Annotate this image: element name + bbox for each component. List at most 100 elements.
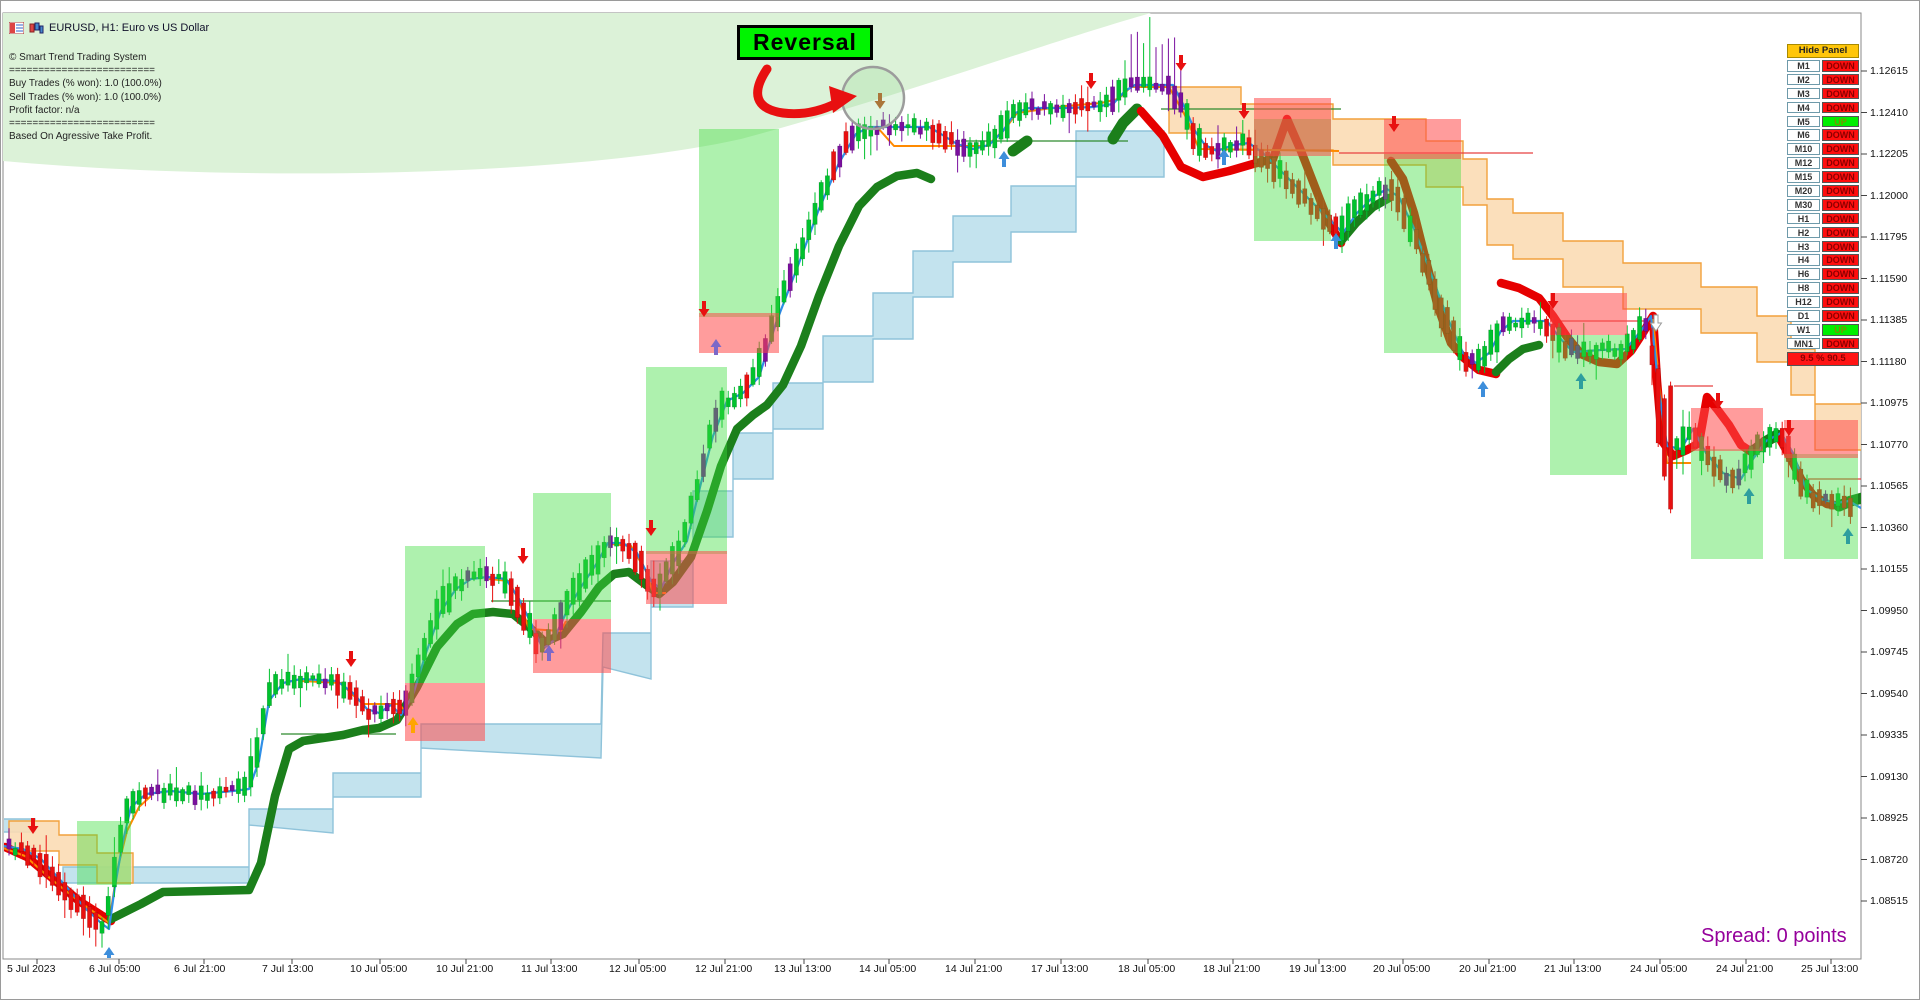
time-axis-label: 14 Jul 21:00 [945, 963, 1003, 975]
timeframe-label-button[interactable]: M6 [1787, 129, 1820, 142]
trend-state-badge[interactable]: UP [1822, 115, 1859, 128]
timeframe-row: M6 DOWN [1787, 129, 1859, 142]
timeframe-label-button[interactable]: H1 [1787, 212, 1820, 225]
timeframe-label-button[interactable]: M20 [1787, 185, 1820, 197]
timeframe-label-button[interactable]: M15 [1787, 171, 1820, 183]
reversal-pointer-arrow [753, 64, 842, 119]
price-axis-label: 1.12410 [1870, 106, 1908, 119]
trend-state-badge[interactable]: DOWN [1822, 73, 1859, 86]
trend-state-badge[interactable]: DOWN [1822, 282, 1859, 294]
profit-zone [699, 129, 779, 317]
timeframe-label-button[interactable]: M3 [1787, 87, 1820, 100]
sell-signal-arrow-icon [1547, 293, 1559, 309]
timeframe-row: M4 DOWN [1787, 101, 1859, 114]
buy-signal-arrow-icon [543, 645, 555, 661]
strategy-info-panel: © Smart Trend Trading System ============… [9, 51, 162, 143]
time-axis-label: 24 Jul 05:00 [1630, 963, 1688, 975]
timeframe-label-button[interactable]: M12 [1787, 157, 1820, 169]
spread-label: Spread: 0 points [1701, 925, 1847, 947]
time-axis-label: 20 Jul 21:00 [1459, 963, 1517, 975]
price-axis-label: 1.10360 [1870, 521, 1908, 534]
time-axis-label: 10 Jul 05:00 [350, 963, 408, 975]
hide-panel-button[interactable]: Hide Panel [1787, 44, 1859, 58]
profit-zone [77, 821, 131, 885]
timeframe-label-button[interactable]: MN1 [1787, 337, 1820, 350]
trend-state-badge[interactable]: DOWN [1822, 226, 1859, 239]
trend-state-badge[interactable]: DOWN [1822, 171, 1859, 183]
timeframe-row: H3 DOWN [1787, 240, 1859, 253]
time-axis-label: 24 Jul 21:00 [1716, 963, 1774, 975]
timeframe-label-button[interactable]: D1 [1787, 310, 1820, 322]
trend-state-badge[interactable]: DOWN [1822, 268, 1859, 280]
timeframe-label-button[interactable]: M30 [1787, 198, 1820, 211]
candlestick-chart-icon [29, 22, 44, 34]
timeframe-rows: M1 DOWN M2 DOWN M3 DOWN M4 DOWN M5 UP M6 DOWN M10 DOW… [1787, 60, 1859, 350]
sell-signal-arrow-icon [645, 520, 657, 536]
trend-state-badge[interactable]: DOWN [1822, 129, 1859, 142]
trend-state-badge[interactable]: DOWN [1822, 60, 1859, 72]
chart-layers [4, 17, 1861, 958]
sell-signal-arrow-icon [517, 548, 529, 564]
trend-state-badge[interactable]: DOWN [1822, 254, 1859, 267]
trend-state-badge[interactable]: DOWN [1822, 143, 1859, 155]
trend-state-badge[interactable]: UP [1822, 323, 1859, 336]
timeframe-row: M10 DOWN [1787, 143, 1859, 155]
timeframe-label-button[interactable]: H3 [1787, 240, 1820, 253]
sell-signal-arrow-icon [1175, 55, 1187, 71]
price-axis-label: 1.09745 [1870, 646, 1908, 658]
buy-signal-arrow-icon [1330, 233, 1342, 249]
time-axis-label: 7 Jul 13:00 [262, 963, 314, 975]
timeframe-label-button[interactable]: H6 [1787, 268, 1820, 280]
trend-state-badge[interactable]: DOWN [1822, 337, 1859, 350]
sell-signal-arrow-icon [1238, 103, 1250, 119]
timeframe-label-button[interactable]: H12 [1787, 296, 1820, 308]
buy-signal-arrow-icon [1477, 381, 1489, 397]
reversal-annotation-label: Reversal [737, 25, 873, 60]
timeframe-label-button[interactable]: H8 [1787, 282, 1820, 294]
profit-zone [1550, 335, 1627, 475]
price-axis-label: 1.11385 [1870, 314, 1908, 326]
info-line: ========================= [9, 118, 155, 130]
price-axis-label: 1.09335 [1870, 729, 1908, 741]
trend-state-badge[interactable]: DOWN [1822, 240, 1859, 253]
timeframe-label-button[interactable]: M1 [1787, 60, 1820, 72]
trend-state-badge[interactable]: DOWN [1822, 296, 1859, 308]
timeframe-row: M20 DOWN [1787, 185, 1859, 197]
time-axis-label: 12 Jul 21:00 [695, 963, 753, 975]
trend-state-badge[interactable]: DOWN [1822, 212, 1859, 225]
price-axis-label: 1.08515 [1870, 895, 1908, 907]
timeframe-label-button[interactable]: M2 [1787, 73, 1820, 86]
timeframe-label-button[interactable]: W1 [1787, 323, 1820, 336]
trend-state-badge[interactable]: DOWN [1822, 185, 1859, 197]
timeframe-row: D1 DOWN [1787, 310, 1859, 322]
candles-layer [6, 17, 1853, 948]
time-axis-label: 25 Jul 13:00 [1801, 963, 1859, 975]
timeframe-row: M2 DOWN [1787, 73, 1859, 86]
info-line: Based On Agressive Take Profit. [9, 131, 153, 143]
timeframe-label-button[interactable]: M4 [1787, 101, 1820, 114]
sell-signal-arrow-icon [27, 818, 39, 834]
buy-signal-arrow-icon [103, 947, 115, 958]
sell-signal-arrow-icon [874, 93, 886, 109]
timeframe-row: M1 DOWN [1787, 60, 1859, 72]
timeframe-row: H12 DOWN [1787, 296, 1859, 308]
trend-state-badge[interactable]: DOWN [1822, 87, 1859, 100]
timeframe-label-button[interactable]: H4 [1787, 254, 1820, 267]
trend-state-badge[interactable]: DOWN [1822, 310, 1859, 322]
time-axis-label: 6 Jul 21:00 [174, 963, 226, 975]
price-axis-label: 1.08720 [1870, 853, 1908, 866]
time-axis-label: 12 Jul 05:00 [609, 963, 667, 975]
timeframe-label-button[interactable]: H2 [1787, 226, 1820, 239]
price-axis-label: 1.10155 [1870, 563, 1908, 575]
price-axis-label: 1.11795 [1870, 231, 1908, 243]
timeframe-label-button[interactable]: M5 [1787, 115, 1820, 128]
trend-state-badge[interactable]: DOWN [1822, 198, 1859, 211]
trend-state-badge[interactable]: DOWN [1822, 157, 1859, 169]
info-line: © Smart Trend Trading System [9, 52, 147, 63]
price-axis-label: 1.11180 [1870, 355, 1907, 368]
info-line: Sell Trades (% won): 1.0 (100.0%) [9, 91, 162, 103]
trend-state-badge[interactable]: DOWN [1822, 101, 1859, 114]
timeframe-label-button[interactable]: M10 [1787, 143, 1820, 155]
timeframe-row: H4 DOWN [1787, 254, 1859, 267]
